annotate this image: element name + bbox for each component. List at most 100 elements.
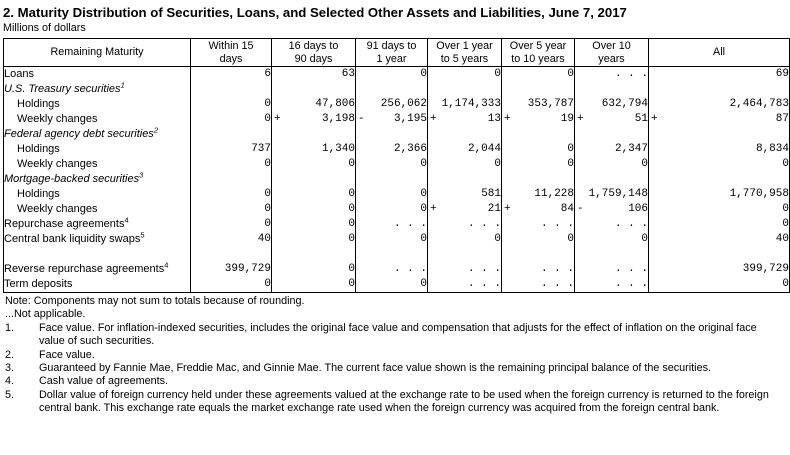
value-cell [427,82,502,97]
value-cell [190,127,272,142]
column-header: Over 5 year to 10 years [501,38,575,67]
value-cell: - 3,195 [355,112,428,127]
row-label: Reverse repurchase agreements4 [3,262,191,277]
value: 19 [560,113,574,125]
value-cell [271,247,356,262]
column-header-remaining-maturity: Remaining Maturity [3,38,191,67]
value-cell [427,247,502,262]
value: 87 [775,113,789,125]
value: 2,464,783 [729,98,789,110]
table-row [3,247,790,262]
sign: - [577,203,584,215]
value-cell: 0 [648,202,790,217]
value-cell: . . . [355,217,428,232]
value-cell [501,172,575,187]
value: 0 [782,158,789,170]
value-cell: . . . [427,277,502,293]
value: 0 [348,218,355,230]
value-cell: 0 [355,202,428,217]
value: 0 [567,233,574,245]
value: . . . [393,218,427,230]
value: 2,347 [614,143,648,155]
value-cell: 737 [190,142,272,157]
table-row: Repurchase agreements4 0 0 . . . . . . . . ..… [3,217,790,232]
value: 0 [782,278,789,290]
table-row: U.S. Treasury securities1 [3,82,790,97]
value: . . . [614,278,648,290]
value-cell [574,82,649,97]
footnote-marker: 3 [139,172,144,180]
table-row: Reverse repurchase agreements4 399,729 0 . … [3,262,790,277]
sign: + [651,113,658,125]
table-row: Holdings 0 0 0 581 11,228 1,759,148 1,770,958 [3,187,790,202]
value: . . . [614,263,648,275]
value-cell: 0 [648,157,790,172]
value-cell: - 106 [574,202,649,217]
value-cell [501,247,575,262]
value-cell: 2,347 [574,142,649,157]
value: 0 [567,158,574,170]
value-cell [271,172,356,187]
value: . . . [540,278,574,290]
value-cell: 0 [355,66,428,82]
value-cell: 0 [501,142,575,157]
row-label: Mortgage-backed securities3 [3,172,191,187]
value: 0 [567,143,574,155]
footnote-text: Dollar value of foreign currency held un… [39,388,769,415]
footnote-text: Guaranteed by Fannie Mae, Freddie Mac, a… [39,362,711,375]
value: 6 [264,68,271,80]
value-cell [355,247,428,262]
value-cell: 0 [648,277,790,293]
value: 0 [264,188,271,200]
value: 2,044 [467,143,501,155]
footnote-text: Face value. For inflation-indexed securi… [39,321,757,348]
value-cell: 0 [427,232,502,247]
table-notes: Note: Components may not sum to totals b… [3,295,788,416]
footnote-marker: 4 [124,217,129,225]
value-cell [648,247,790,262]
header-row: Remaining Maturity Within 15 days 16 days … [3,38,790,67]
row-label: Repurchase agreements4 [3,217,191,232]
value: . . . [467,263,501,275]
row-label: Holdings [3,142,191,157]
value-cell: 0 [355,187,428,202]
table-row: Mortgage-backed securities3 [3,172,790,187]
footnote-number: 1. [5,321,15,334]
value-cell: 0 [648,217,790,232]
value: 51 [634,113,648,125]
statistical-release-page: 2. Maturity Distribution of Securities, … [3,5,790,416]
value: 0 [641,158,648,170]
table-row: Weekly changes 0 +3,198-3,195 +13 +19 +51 +87 [3,112,790,127]
value: 106 [628,203,648,215]
value-cell: 399,729 [648,262,790,277]
value-cell [574,172,649,187]
value: 0 [420,68,427,80]
value-cell: 0 [427,66,502,82]
table-body: Loans 6 63 0 0 0 . . . 69 U.S. Treasury securiti… [3,66,790,293]
value-cell: 1,340 [271,142,356,157]
value: . . . [614,68,648,80]
value-cell: 2,464,783 [648,97,790,112]
row-label [3,247,191,262]
table-row: Central bank liquidity swaps5 40 0 0 0 0 0 40 [3,232,790,247]
value: 0 [348,263,355,275]
row-label: Holdings [3,97,191,112]
value-cell [427,172,502,187]
value-cell: . . . [574,262,649,277]
value-cell: 0 [355,157,428,172]
sign: + [430,203,437,215]
value-cell: 1,770,958 [648,187,790,202]
value-cell: +19 [501,112,575,127]
sign: + [504,203,511,215]
value: 0 [567,68,574,80]
value-cell: +84 [501,202,575,217]
maturity-table: Remaining Maturity Within 15 days 16 days … [3,38,790,293]
value: 632,794 [601,98,648,110]
value-cell: 0 [271,262,356,277]
value-cell: 1,759,148 [574,187,649,202]
value-cell: 632,794 [574,97,649,112]
value: 0 [264,98,271,110]
row-label: U.S. Treasury securities1 [3,82,191,97]
value: 0 [782,203,789,215]
value: 256,062 [380,98,427,110]
